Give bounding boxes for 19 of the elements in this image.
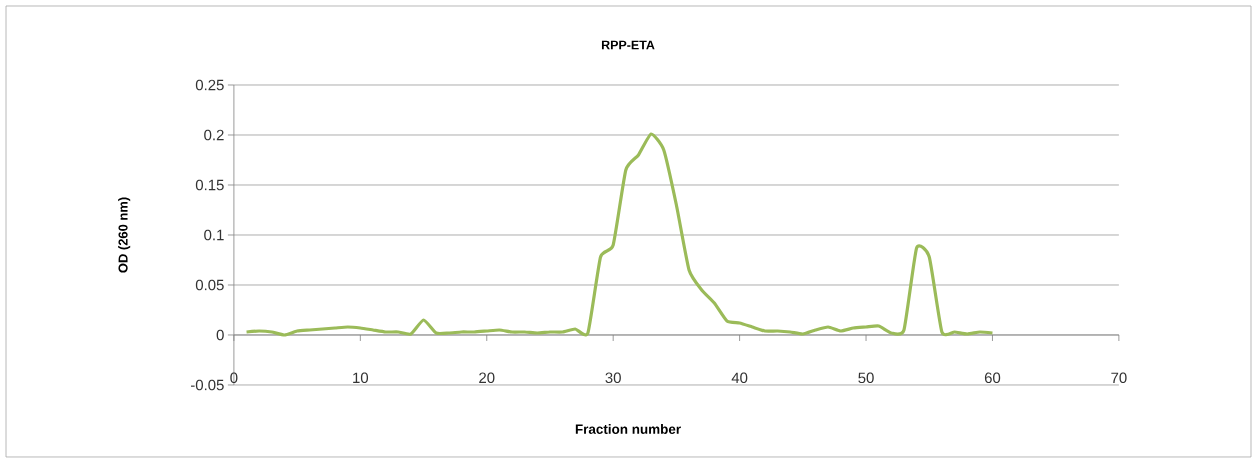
x-axis-title: Fraction number: [575, 424, 681, 434]
x-tick-label: 60: [984, 372, 1001, 384]
y-tick-label: 0.05: [195, 279, 224, 291]
x-tick-label: 70: [1111, 372, 1127, 384]
x-tick-label: 50: [858, 372, 874, 384]
x-tick-label: 40: [731, 372, 748, 384]
y-tick-label: 0.25: [195, 79, 224, 91]
y-tick-label: -0.05: [190, 379, 224, 391]
y-axis-title: OD (260 nm): [118, 197, 131, 273]
line-series: [244, 132, 995, 337]
chart-title: RPP-ETA: [601, 40, 655, 50]
y-tick-label: 0.15: [195, 179, 224, 191]
x-tick-label: 0: [230, 372, 238, 384]
x-tick-label: 10: [353, 372, 369, 384]
x-tick-label: 30: [605, 372, 621, 384]
y-tick-label: 0.1: [204, 229, 224, 241]
y-tick-label: 0: [216, 329, 224, 341]
y-tick-label: 0.2: [204, 129, 224, 141]
x-tick-label: 20: [479, 372, 495, 384]
